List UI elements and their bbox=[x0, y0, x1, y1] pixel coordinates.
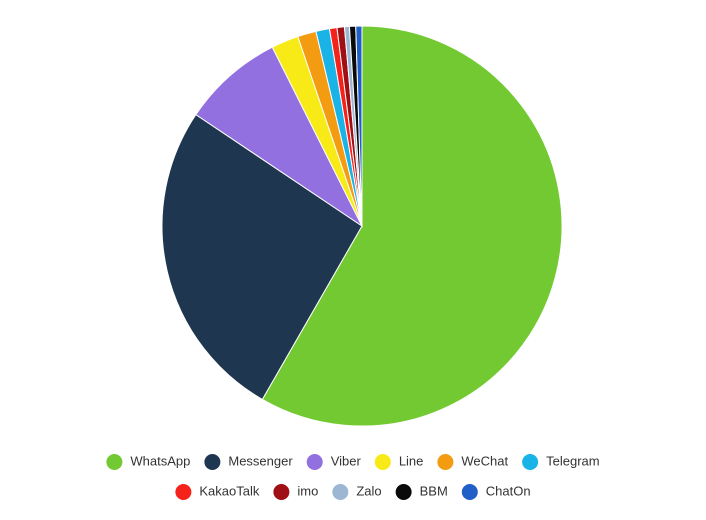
legend-marker bbox=[106, 454, 123, 470]
legend-marker bbox=[175, 484, 192, 500]
pie-slice bbox=[161, 113, 363, 401]
legend-marker bbox=[437, 454, 454, 470]
legend-label: BBM bbox=[420, 483, 448, 498]
legend-item[interactable]: imo bbox=[273, 483, 318, 500]
legend-label: Messenger bbox=[228, 453, 293, 468]
legend-marker bbox=[461, 484, 478, 500]
legend-item[interactable]: Line bbox=[374, 453, 424, 470]
legend-label: WeChat bbox=[461, 453, 508, 468]
legend-marker bbox=[204, 454, 221, 470]
legend-label: Line bbox=[399, 453, 424, 468]
pie-slice bbox=[195, 46, 364, 228]
legend-item[interactable]: WhatsApp bbox=[106, 453, 190, 470]
legend-item[interactable]: ChatOn bbox=[461, 483, 531, 500]
pie-slice bbox=[261, 25, 563, 427]
legend-marker bbox=[522, 454, 539, 470]
legend-item[interactable]: BBM bbox=[395, 483, 448, 500]
legend-item[interactable]: WeChat bbox=[437, 453, 509, 470]
pie bbox=[161, 25, 563, 427]
legend-marker bbox=[273, 484, 290, 500]
legend-marker bbox=[306, 454, 323, 470]
pie-slice bbox=[355, 25, 363, 227]
legend-label: Telegram bbox=[546, 453, 599, 468]
legend-item[interactable]: Messenger bbox=[204, 453, 293, 470]
legend-label: Viber bbox=[331, 453, 362, 468]
legend-item[interactable]: Viber bbox=[306, 453, 362, 470]
legend-item[interactable]: Zalo bbox=[332, 483, 382, 500]
legend-label: imo bbox=[297, 483, 318, 498]
legend-label: WhatsApp bbox=[130, 453, 190, 468]
legend-label: Zalo bbox=[356, 483, 381, 498]
legend-item[interactable]: KakaoTalk bbox=[175, 483, 260, 500]
legend-marker bbox=[332, 484, 349, 500]
legend-marker bbox=[395, 484, 412, 500]
legend-label: KakaoTalk bbox=[199, 483, 259, 498]
legend-marker bbox=[374, 454, 391, 470]
legend: WhatsApp Messenger Viber Line WeChat Telegram… bbox=[106, 453, 600, 500]
legend-item[interactable]: Telegram bbox=[522, 453, 600, 470]
legend-label: ChatOn bbox=[486, 483, 531, 498]
